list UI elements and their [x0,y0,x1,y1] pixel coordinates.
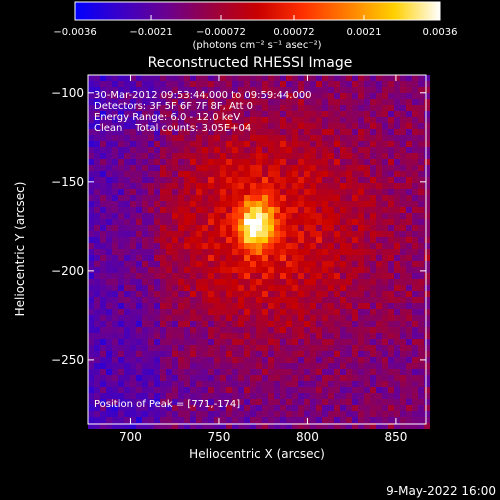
axis-ticks: 700 750 800 850 −100 −150 −200 −250 [51,75,426,444]
y-tick-label: −250 [51,353,84,367]
annotation-detectors: Detectors: 3F 5F 6F 7F 8F, Att 0 [94,101,253,112]
colorbar-tick-label: −0.0036 [53,27,96,38]
colorbar-gradient [75,2,440,20]
colorbar-tick-label: 0.0021 [346,27,381,38]
colorbar-ticks: −0.0036 −0.0021 −0.00072 0.00072 0.0021 0.003… [53,15,458,38]
colorbar-tick-label: 0.00072 [273,27,314,38]
y-tick-label: −150 [51,175,84,189]
colorbar: −0.0036 −0.0021 −0.00072 0.00072 0.0021 0.003… [53,1,458,51]
chart-title: Reconstructed RHESSI Image [148,55,353,71]
heatmap [88,75,430,429]
x-tick-label: 700 [119,430,142,444]
annotations: 30-Mar-2012 09:53:44.000 to 09:59:44.000… [94,90,312,410]
y-tick-label: −200 [51,264,84,278]
x-axis-label: Heliocentric X (arcsec) [189,447,325,461]
colorbar-tick-label: 0.0036 [423,27,458,38]
colorbar-frame [74,1,441,21]
y-axis-label: Heliocentric Y (arcsec) [13,182,27,317]
x-tick-label: 800 [296,430,319,444]
annotation-clean-counts: Clean Total counts: 3.05E+04 [94,123,251,134]
annotation-energy-range: Energy Range: 6.0 - 12.0 keV [94,112,240,123]
x-tick-label: 850 [384,430,407,444]
colorbar-units: (photons cm⁻² s⁻¹ asec⁻²) [192,40,321,51]
colorbar-tick-label: −0.00072 [196,27,246,38]
plot-frame [87,74,427,425]
y-tick-label: −100 [51,86,84,100]
footer-date: 9-May-2022 16:00 [386,484,496,498]
annotation-time-range: 30-Mar-2012 09:53:44.000 to 09:59:44.000 [94,90,312,101]
colorbar-tick-label: −0.0021 [129,27,172,38]
peak-position-label: Position of Peak = [771,-174] [94,399,240,410]
x-tick-label: 750 [207,430,230,444]
